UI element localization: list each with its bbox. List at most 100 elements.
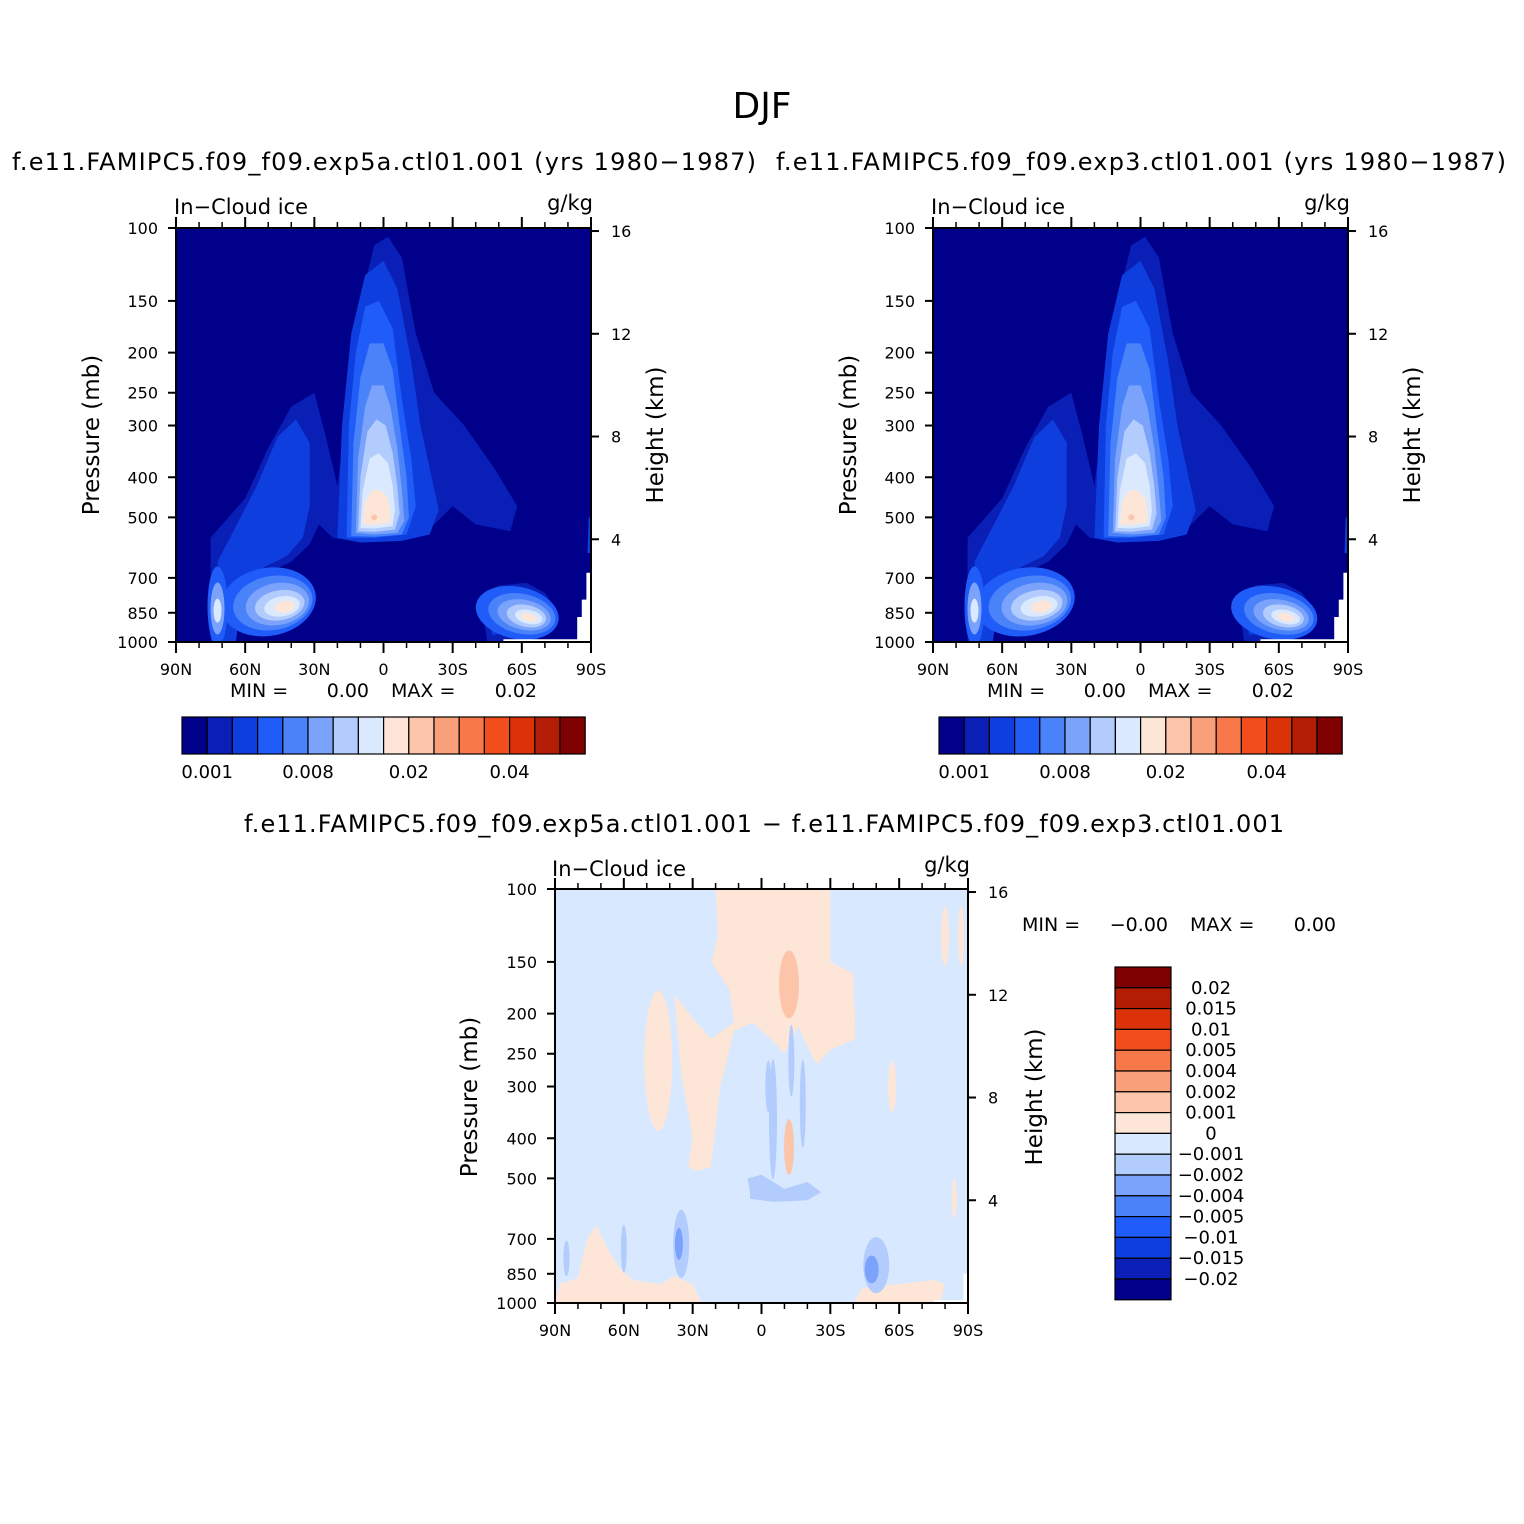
x-tick-label: 90N (160, 660, 192, 679)
y-tick-label: 400 (884, 468, 915, 487)
panel-difference: In−Cloud ice g/kg 90N 60N 30N 0 30S 60S 90S 100… (457, 853, 1336, 1340)
contour-level (941, 906, 950, 967)
units-label: g/kg (1304, 191, 1350, 215)
y-tick-label: 100 (884, 219, 915, 238)
colorbar-box (1114, 1007, 1172, 1030)
colorbar-box (1316, 716, 1343, 755)
colorbar-label: 0.001 (938, 762, 990, 783)
colorbar-box (206, 716, 233, 755)
y-tick-label: 250 (506, 1045, 537, 1064)
contour-field (933, 228, 1348, 642)
contour-level (888, 1060, 897, 1113)
colorbar-box (1291, 716, 1318, 755)
colorbar-box (1114, 1236, 1172, 1259)
y-right-tick-label: 12 (988, 986, 1008, 1005)
max-label: MAX = (1148, 680, 1212, 702)
contour-level (674, 889, 856, 1171)
contour-level (1260, 572, 1348, 642)
y-right-tick-label: 4 (1368, 530, 1378, 549)
contour-level (799, 1059, 806, 1148)
contour-level (274, 600, 295, 613)
colorbar-box (534, 716, 561, 755)
variable-label: In−Cloud ice (931, 195, 1065, 219)
y-tick-label: 200 (884, 344, 915, 363)
max-value: 0.02 (1252, 680, 1294, 702)
x-tick-label: 30S (1194, 660, 1225, 679)
colorbar-box (1114, 1257, 1172, 1280)
colorbar-box (963, 716, 991, 755)
colorbar-box (1114, 1070, 1172, 1093)
colorbar-box (1240, 716, 1268, 755)
contour-field (555, 889, 968, 1303)
colorbar-box (433, 716, 460, 755)
y-tick-label: 150 (127, 292, 158, 311)
contour-level (779, 950, 800, 1019)
min-label: MIN = (230, 680, 288, 702)
colorbar-box (1114, 1174, 1172, 1197)
x-tick-label: 60S (884, 1321, 915, 1340)
colorbar-label: −0.001 (1178, 1144, 1245, 1165)
y-tick-label: 500 (884, 508, 915, 527)
colorbar-box (1165, 716, 1192, 755)
colorbar-box (483, 716, 511, 755)
max-value: 0.02 (495, 680, 537, 702)
panel-title-right: f.e11.FAMIPC5.f09_f09.exp3.ctl01.001 (yr… (776, 148, 1506, 176)
panel-exp5a: In−Cloud ice g/kg 90N 60N 30N 0 30S 60S 90S 100… (79, 191, 669, 783)
y-tick-label: 850 (506, 1265, 537, 1284)
contour-level (555, 1225, 702, 1303)
colorbar-box (458, 716, 486, 755)
colorbar-box (1114, 716, 1142, 755)
colorbar-box (231, 716, 259, 755)
y-right-tick-label: 16 (1368, 222, 1388, 241)
contour-level (958, 906, 965, 967)
x-tick-label: 60N (608, 1321, 640, 1340)
y-tick-label: 700 (884, 569, 915, 588)
y-axis-title: Pressure (mb) (79, 355, 105, 515)
x-tick-label: 0 (378, 660, 388, 679)
y-tick-label: 200 (127, 344, 158, 363)
x-tick-label: 60N (229, 660, 261, 679)
x-tick-label: 60S (1264, 660, 1295, 679)
y-tick-label: 1000 (496, 1294, 537, 1313)
colorbar-box (1114, 1049, 1172, 1072)
y-right-tick-label: 12 (1368, 325, 1388, 344)
y-right-axis-title: Height (km) (643, 366, 669, 503)
colorbar-box (332, 716, 360, 755)
colorbar-box (509, 716, 536, 755)
min-value: −0.00 (1110, 914, 1168, 936)
x-tick-label: 30N (1055, 660, 1087, 679)
panel-title-diff: f.e11.FAMIPC5.f09_f09.exp5a.ctl01.001 − … (244, 810, 1284, 838)
panel-exp3: In−Cloud ice g/kg 90N 60N 30N 0 30S 60S 90S 100… (836, 191, 1426, 783)
colorbar-box (1114, 966, 1172, 989)
contour-level (1128, 514, 1135, 521)
x-tick-label: 90S (576, 660, 607, 679)
colorbar-box (1013, 716, 1041, 755)
y-tick-label: 250 (884, 384, 915, 403)
y-right-tick-label: 4 (988, 1191, 998, 1210)
y-tick-label: 100 (506, 880, 537, 899)
x-tick-label: 30S (437, 660, 468, 679)
colorbar-label: −0.002 (1178, 1165, 1245, 1186)
colorbar-box (1114, 1132, 1172, 1155)
colorbar-box (1039, 716, 1066, 755)
contour-level (853, 1280, 946, 1303)
contour-level (1277, 613, 1294, 622)
x-tick-label: 90S (1333, 660, 1364, 679)
contour-level (747, 1174, 822, 1202)
y-right-tick-label: 8 (988, 1089, 998, 1108)
y-tick-label: 1000 (117, 633, 158, 652)
x-tick-label: 30S (815, 1321, 846, 1340)
y-tick-label: 500 (506, 1169, 537, 1188)
y-tick-label: 1000 (874, 633, 915, 652)
y-tick-label: 300 (127, 417, 158, 436)
colorbar-label: −0.015 (1178, 1248, 1245, 1269)
y-tick-label: 850 (884, 604, 915, 623)
colorbar-box (1114, 1028, 1172, 1051)
y-tick-label: 700 (127, 569, 158, 588)
colorbar-label: 0.004 (1185, 1061, 1237, 1082)
max-label: MAX = (1190, 914, 1254, 936)
colorbar-box (1114, 1111, 1172, 1134)
colorbar-label: 0.005 (1185, 1040, 1237, 1061)
contour-level (644, 990, 673, 1131)
colorbar-box (1114, 1215, 1172, 1238)
